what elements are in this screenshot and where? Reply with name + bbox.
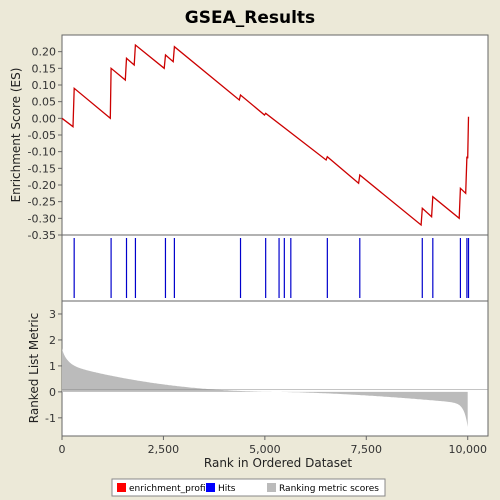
es-y-tick-label: -0.20 — [28, 179, 56, 192]
es-y-tick-label: -0.35 — [28, 229, 56, 242]
es-y-tick-label: 0.10 — [32, 79, 57, 92]
hits-track — [73, 238, 470, 298]
legend-swatch-ranking-metric — [267, 483, 276, 492]
legend-label-enrichment-profile: enrichment_profile — [129, 484, 214, 494]
es-y-tick-label: -0.15 — [28, 162, 56, 175]
legend-label-ranking-metric: Ranking metric scores — [279, 484, 379, 494]
es-y-tick-label: 0.05 — [32, 96, 57, 109]
ranked-panel-background — [61, 300, 489, 437]
es-y-tick-label: 0.20 — [32, 46, 57, 59]
es-y-tick-label: 0.15 — [32, 62, 57, 75]
es-y-tick-label: -0.10 — [28, 146, 56, 159]
es-panel-background — [61, 34, 489, 236]
ranked-y-tick-label: 1 — [49, 360, 56, 373]
legend-swatch-enrichment-profile — [117, 483, 126, 492]
es-y-axis-title: Enrichment Score (ES) — [9, 68, 23, 203]
ranked-y-axis: 3 2 1 0 -1 — [45, 308, 62, 425]
enrichment-profile-line — [61, 43, 470, 227]
ranked-y-tick-label: 2 — [49, 334, 56, 347]
es-y-tick-label: -0.30 — [28, 212, 56, 225]
legend-box — [111, 478, 386, 497]
es-y-tick-label: 0.00 — [32, 112, 57, 125]
ranked-y-tick-label: 3 — [49, 308, 56, 321]
x-tick-label: 7,500 — [351, 443, 383, 456]
x-tick-label: 0 — [59, 443, 66, 456]
x-tick-label: 10,000 — [448, 443, 487, 456]
x-axis: 0 2,500 5,000 7,500 10,000 — [59, 436, 487, 456]
es-y-axis: 0.20 0.15 0.10 0.05 0.00 -0.05 -0.10 -0.15 -0.20… — [28, 46, 62, 242]
ranked-y-tick-label: -1 — [45, 412, 56, 425]
hits-panel-background — [61, 234, 489, 302]
x-axis-title: Rank in Ordered Dataset — [204, 456, 352, 470]
chart-title: GSEA_Results — [185, 8, 315, 28]
ranked-y-tick-label: 0 — [49, 386, 56, 399]
es-y-tick-label: -0.05 — [28, 129, 56, 142]
es-y-tick-label: -0.25 — [28, 196, 56, 209]
legend-swatch-hits — [206, 483, 215, 492]
legend-label-hits: Hits — [218, 484, 236, 494]
x-tick-label: 2,500 — [148, 443, 180, 456]
ranked-y-axis-title: Ranked List Metric — [27, 313, 41, 423]
x-tick-label: 5,000 — [249, 443, 281, 456]
ranking-metric-area — [62, 348, 468, 434]
